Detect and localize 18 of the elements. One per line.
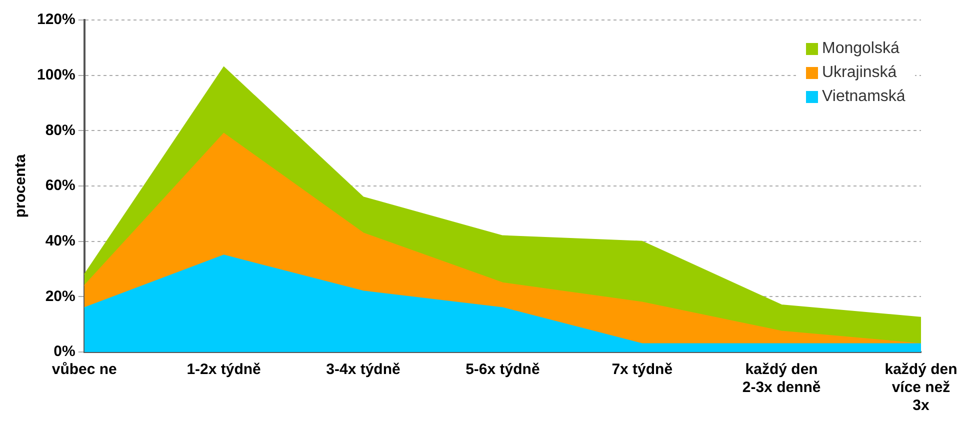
legend-label: Vietnamská [822, 88, 906, 106]
y-tick-label: 120% [36, 11, 76, 28]
y-tick-label: 80% [45, 122, 76, 139]
x-tick-label: 1-2x týdně [186, 361, 261, 378]
x-tick-label: 5-6x týdně [466, 361, 540, 378]
x-tick-label: každý den více než 3x [884, 361, 958, 414]
y-axis-title: procenta [12, 154, 30, 218]
legend-label: Mongolská [822, 40, 900, 58]
y-tick-label: 0% [54, 343, 76, 360]
x-tick-label: 3-4x týdně [326, 361, 400, 378]
x-tick-label: 7x týdně [612, 361, 673, 378]
y-tick-label: 40% [45, 232, 76, 250]
legend-label: Ukrajinská [822, 64, 897, 82]
y-tick-label: 100% [36, 66, 76, 84]
y-tick-label: 20% [45, 288, 76, 305]
y-tick-label: 60% [45, 177, 76, 194]
x-tick-label: vůbec ne [52, 361, 117, 378]
x-tick-label: každý den 2-3x denně [742, 361, 821, 396]
